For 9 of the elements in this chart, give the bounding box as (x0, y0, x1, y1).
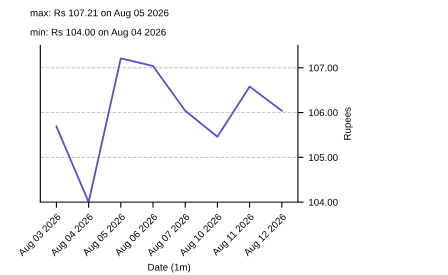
text: min: Rs 104.00 on Aug 04 2026 (30, 28, 166, 38)
y-tick-label: 107.00 (309, 64, 338, 72)
x-axis-title: Date (1m) (148, 263, 190, 273)
y-tick-label: 106.00 (309, 109, 338, 116)
y-tick-label: 104.00 (309, 198, 338, 206)
line-series (56, 57, 283, 202)
y-axis-title: Rupees (344, 107, 353, 140)
y-tick-label: 105.00 (309, 154, 338, 161)
text: max: Rs 107.21 on Aug 05 2026 (30, 9, 168, 18)
